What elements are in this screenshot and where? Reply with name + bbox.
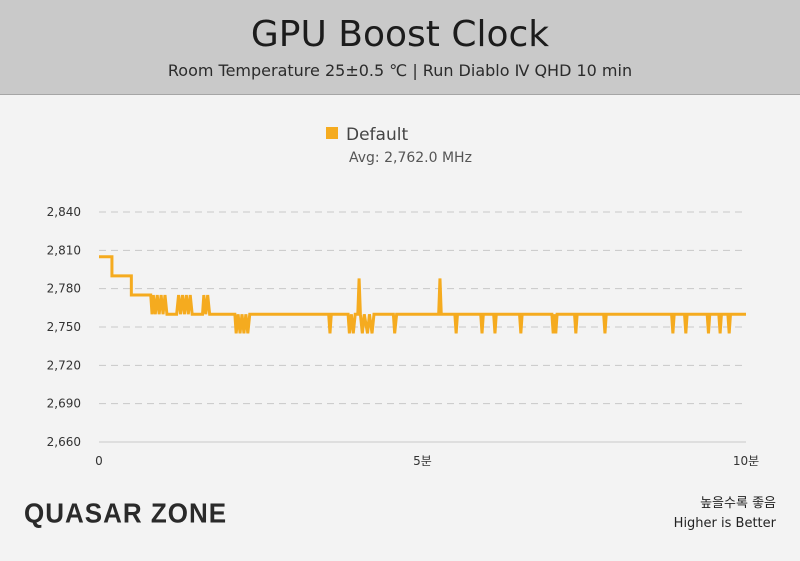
legend: Default (326, 125, 408, 145)
note-korean: 높을수록 좋음 (700, 496, 776, 511)
y-tick-label: 2,840 (47, 205, 81, 219)
y-tick-label: 2,660 (47, 435, 81, 449)
quasarzone-logo: QUASAR ZONE (24, 497, 228, 529)
line-chart: 2,840 2,810 2,780 2,750 2,720 2,690 2,660 0 5분 1… (47, 205, 760, 468)
legend-average: Avg: 2,762.0 MHz (349, 150, 472, 166)
series-group (99, 255, 746, 334)
chart-subtitle: Room Temperature 25±0.5 ℃ | Run Diablo Ⅳ… (167, 61, 633, 80)
legend-swatch (326, 127, 338, 139)
y-tick-label: 2,720 (47, 358, 81, 372)
x-tick-label: 0 (95, 454, 103, 468)
grid-lines (99, 211, 746, 443)
note-english: Higher is Better (673, 516, 776, 531)
x-tick-label: 10분 (733, 454, 759, 468)
y-tick-label: 2,690 (47, 397, 81, 411)
y-axis-ticks: 2,840 2,810 2,780 2,750 2,720 2,690 2,660 (47, 205, 81, 449)
chart-title: GPU Boost Clock (250, 14, 550, 55)
y-tick-label: 2,780 (47, 282, 81, 296)
higher-is-better-note: 높을수록 좋음 Higher is Better (674, 494, 776, 534)
chart-header: GPU Boost Clock Room Temperature 25±0.5 … (0, 0, 800, 95)
legend-label: Default (346, 125, 409, 145)
x-tick-label: 5분 (413, 454, 432, 468)
series-line-default (99, 255, 746, 334)
y-tick-label: 2,750 (47, 320, 81, 334)
x-axis-ticks: 0 5분 10분 (95, 454, 759, 468)
y-tick-label: 2,810 (47, 243, 81, 257)
